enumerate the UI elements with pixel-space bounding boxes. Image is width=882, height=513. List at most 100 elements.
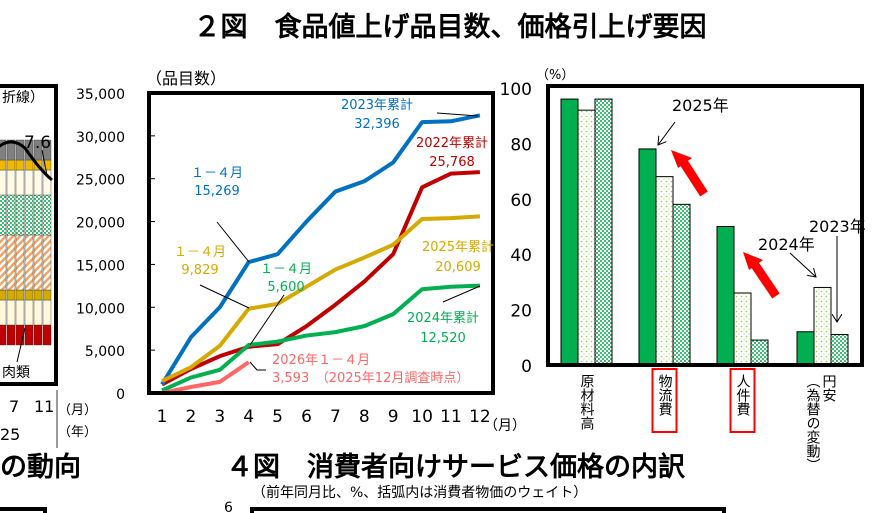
left-stacked-segment bbox=[33, 194, 43, 236]
x-tick-label: 12 bbox=[469, 407, 491, 427]
left-category-label: 肉類 bbox=[2, 365, 30, 381]
y-tick-label: 20,000 bbox=[76, 216, 125, 232]
left-stacked-segment bbox=[24, 324, 34, 346]
left-stacked-segment bbox=[0, 169, 7, 196]
line-series-2026 bbox=[161, 360, 250, 395]
year-unit-label: （年） bbox=[58, 425, 97, 440]
left-stacked-segment bbox=[42, 194, 52, 236]
left-year-label: 25 bbox=[0, 425, 20, 444]
annotation-2023-total: 2023年累計 bbox=[341, 97, 413, 113]
annotation-2025-total-value: 20,609 bbox=[435, 260, 481, 275]
left-x-tick: 11 bbox=[34, 397, 54, 416]
left-stacked-segment bbox=[0, 194, 7, 236]
line-chart-frame bbox=[147, 91, 495, 395]
left-stacked-segment bbox=[42, 299, 52, 326]
annotation-2026-jan-apr: 2026年１－４月 bbox=[272, 353, 370, 368]
x-tick-label: 8 bbox=[359, 407, 370, 427]
y-tick-label: 60 bbox=[510, 191, 532, 211]
left-stacked-segment bbox=[33, 324, 43, 346]
category-label: 物流費 bbox=[657, 374, 673, 416]
left-stacked-segment bbox=[6, 159, 16, 171]
left-legend-fragment: 折線） bbox=[2, 90, 44, 106]
category-label: 人件費 bbox=[735, 374, 751, 416]
left-leader-line bbox=[41, 149, 48, 176]
leader-line bbox=[442, 285, 481, 303]
left-stacked-segment bbox=[6, 289, 16, 301]
bar-2023年-原材料高 bbox=[594, 98, 613, 366]
y-tick-label: 5,000 bbox=[85, 344, 125, 360]
figure4-subtitle: （前年同月比、%、括弧内は消費者物価のウェイト） bbox=[252, 484, 587, 501]
left-figure-title-fragment: の動向 bbox=[0, 451, 81, 483]
left-bottom-frame bbox=[0, 507, 47, 513]
y-tick-label: 35,000 bbox=[76, 87, 125, 103]
bar-2023年-人件費 bbox=[750, 339, 769, 366]
left-stacked-segment bbox=[42, 324, 52, 346]
left-stacked-segment bbox=[6, 194, 16, 236]
y-tick-label: 80 bbox=[510, 135, 532, 155]
left-stacked-segment bbox=[6, 234, 16, 291]
bar-2025年-物流費 bbox=[638, 148, 657, 366]
annotation-2023-total-value: 32,396 bbox=[354, 117, 400, 132]
annotation-2023: 2023年 bbox=[809, 217, 866, 236]
figure4-axis-top-label: 6 bbox=[224, 500, 233, 513]
bar-2024年-人件費 bbox=[733, 292, 752, 366]
left-stacked-segment bbox=[15, 139, 25, 161]
left-stacked-segment bbox=[24, 159, 34, 171]
leader-line bbox=[436, 112, 479, 117]
highlight-box bbox=[651, 368, 678, 433]
left-stacked-segment bbox=[15, 159, 25, 171]
left-partial-frame bbox=[0, 84, 58, 386]
x-tick-label: 7 bbox=[330, 407, 341, 427]
left-stacked-segment bbox=[0, 234, 7, 291]
annotation-2024-jan-apr-value: 5,600 bbox=[267, 280, 304, 295]
left-value-label: 7.6 bbox=[24, 133, 51, 153]
category-label: 原材料高 bbox=[579, 374, 595, 430]
left-stacked-segment bbox=[24, 234, 34, 291]
annotation-2022-total: 2022年累計 bbox=[416, 135, 488, 151]
line-chart-ylabel: （品目数） bbox=[146, 69, 226, 88]
x-tick-label: 11 bbox=[440, 407, 462, 427]
bar-2024年-物流費 bbox=[655, 176, 674, 366]
x-tick-label: 2 bbox=[185, 407, 196, 427]
bar-chart-bars bbox=[560, 98, 849, 366]
y-tick-label: 30,000 bbox=[76, 130, 125, 146]
x-tick-label: 4 bbox=[243, 407, 254, 427]
line-chart-xlabel: （月） bbox=[484, 418, 526, 434]
left-stacked-segment bbox=[0, 139, 7, 161]
left-stacked-segment bbox=[42, 234, 52, 291]
category-label: 円安 bbox=[821, 374, 837, 402]
left-stacked-segment bbox=[33, 289, 43, 301]
y-tick-label: 15,000 bbox=[76, 258, 125, 274]
bar-2024年-円安 bbox=[813, 286, 832, 366]
figure2-title: ２図 食品値上げ品目数、価格引上げ要因 bbox=[194, 11, 707, 43]
left-partial-chart bbox=[0, 139, 53, 346]
y-tick-label: 100 bbox=[500, 80, 532, 100]
annotation-2025: 2025年 bbox=[672, 96, 729, 115]
y-tick-label: 40 bbox=[510, 246, 532, 266]
bar-2025年-原材料高 bbox=[560, 98, 579, 366]
left-stacked-segment bbox=[15, 324, 25, 346]
left-stacked-segment bbox=[24, 194, 34, 236]
x-tick-label: 5 bbox=[272, 407, 283, 427]
annotation-2022-total-value: 25,768 bbox=[429, 155, 475, 170]
bar-chart-frame bbox=[546, 84, 864, 367]
category-sublabel: （為替の変動） bbox=[805, 374, 821, 472]
annotation-2026-jan-apr-value: 3,593 （2025年12月調査時点） bbox=[272, 371, 469, 386]
left-stacked-segment bbox=[15, 289, 25, 301]
left-stacked-segment bbox=[15, 194, 25, 236]
line-chart-axes: 0 5,000 10,000 15,000 20,000 25,000 30,000 35,0… bbox=[76, 87, 491, 427]
left-stacked-segment bbox=[15, 299, 25, 326]
bar-2024年-原材料高 bbox=[577, 109, 596, 366]
line-chart-annotations: 2023年累計 32,396 2022年累計 25,768 １－４月 15,26… bbox=[174, 97, 494, 386]
leader-line bbox=[199, 284, 250, 309]
line-series-2023 bbox=[160, 113, 481, 386]
annotation-2023-jan-apr-value: 15,269 bbox=[194, 184, 240, 199]
left-stacked-segment bbox=[15, 234, 25, 291]
annotation-2024-total-value: 12,520 bbox=[420, 331, 466, 346]
y-tick-label: 0 bbox=[116, 387, 125, 403]
left-stacked-segment bbox=[6, 299, 16, 326]
left-stacked-segment bbox=[24, 169, 34, 196]
left-stacked-segment bbox=[42, 289, 52, 301]
line-series-2022 bbox=[161, 170, 480, 387]
